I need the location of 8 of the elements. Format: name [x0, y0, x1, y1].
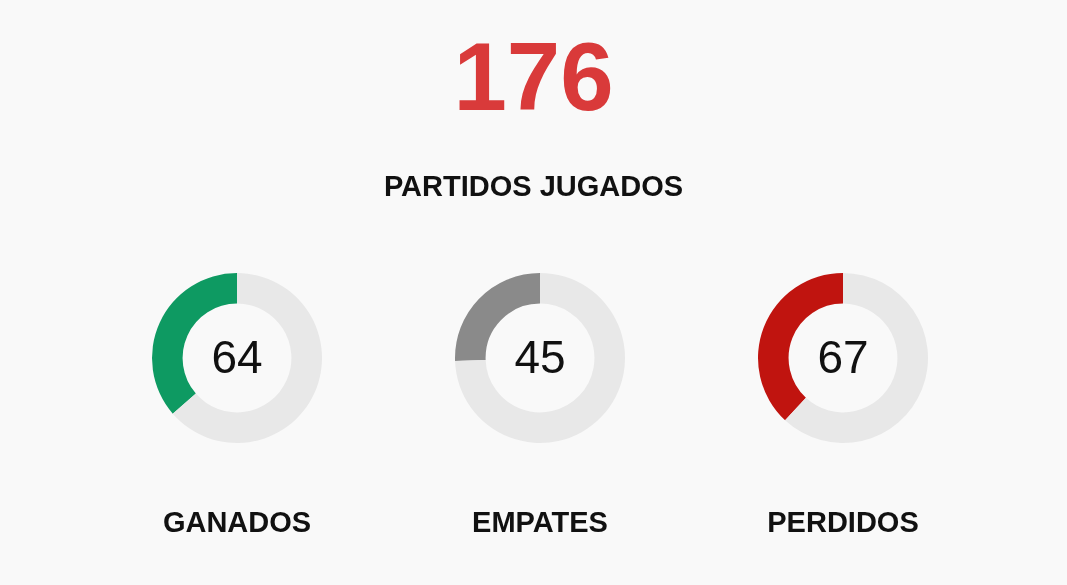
- text: PERDIDOS: [766, 505, 920, 540]
- data-label: 45: [514, 330, 566, 383]
- data-label: 64: [211, 330, 263, 383]
- text: EMPATES: [471, 505, 609, 540]
- text: GANADOS: [161, 505, 313, 540]
- text: PARTIDOS JUGADOS: [382, 169, 685, 204]
- text: 176: [452, 22, 615, 132]
- data-label: 67: [817, 330, 869, 383]
